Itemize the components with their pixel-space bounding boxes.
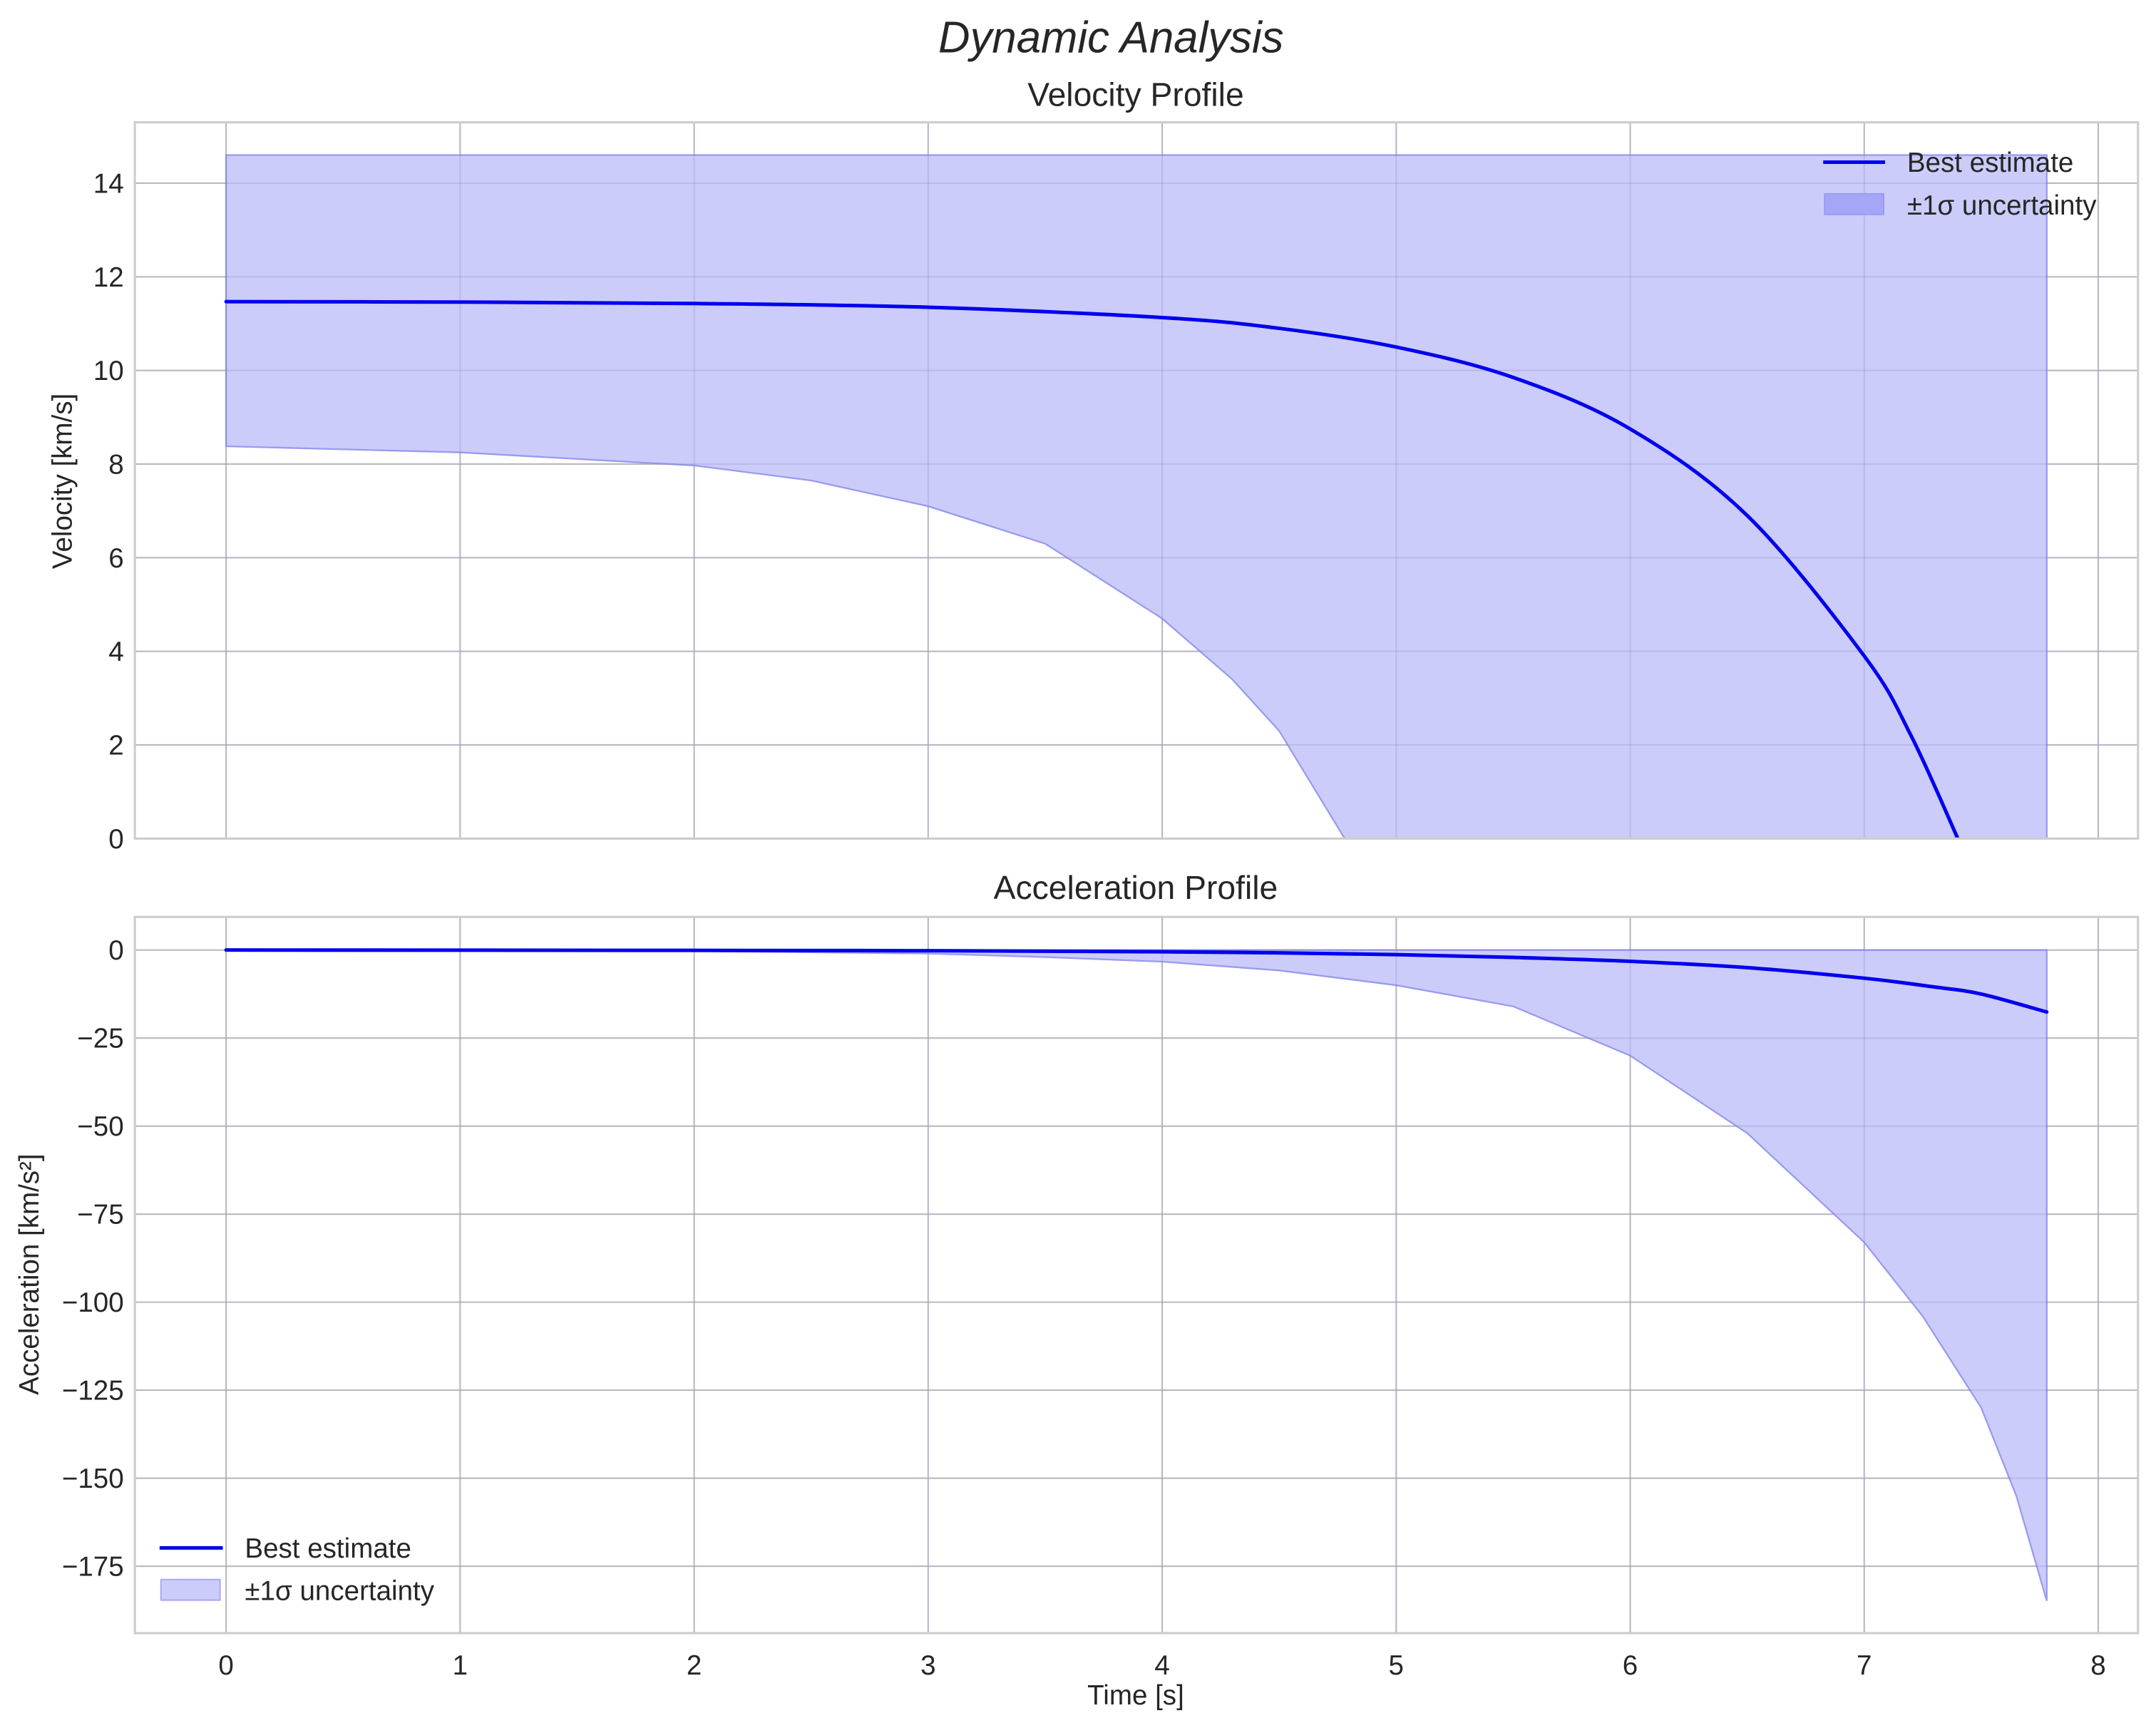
y-tick-label: 0 <box>108 824 123 855</box>
velocity-series <box>135 122 2138 839</box>
acceleration-ylabel: Acceleration [km/s²] <box>14 1153 45 1394</box>
acceleration-series <box>135 917 2138 1633</box>
y-tick-label: −75 <box>77 1200 123 1230</box>
uncertainty-band <box>226 949 2048 1601</box>
x-tick-label: 5 <box>1389 1650 1404 1681</box>
legend-band-swatch <box>1824 192 1885 215</box>
best-estimate-line <box>224 948 2049 1014</box>
y-tick-label: 6 <box>108 543 123 574</box>
x-tick-label: 7 <box>1857 1650 1872 1681</box>
acceleration-yticks: 0 −25 −50 −75 −100 −125 −150 −175 <box>62 935 124 1582</box>
velocity-title: Velocity Profile <box>1027 76 1243 113</box>
x-axis-label: Time [s] <box>1087 1680 1184 1711</box>
y-tick-label: 2 <box>108 730 123 761</box>
x-axis-ticks: 0 1 2 3 4 5 6 7 8 <box>218 1650 2105 1681</box>
y-tick-label: −100 <box>62 1287 124 1318</box>
x-tick-label: 1 <box>453 1650 468 1681</box>
y-tick-label: −175 <box>62 1552 124 1583</box>
velocity-plot: Velocity Profile 0 2 4 6 8 10 12 14 Velocity [k… <box>47 76 2140 855</box>
velocity-yticks: 0 2 4 6 8 10 12 14 <box>93 168 124 854</box>
best-estimate-line <box>224 299 1960 839</box>
y-tick-label: 10 <box>93 356 124 386</box>
y-tick-label: −125 <box>62 1376 124 1406</box>
y-tick-label: −25 <box>77 1024 123 1054</box>
legend-band-swatch <box>160 1578 221 1601</box>
x-tick-label: 6 <box>1623 1650 1638 1681</box>
acceleration-title: Acceleration Profile <box>994 869 1278 906</box>
legend-best-label: Best estimate <box>245 1533 411 1564</box>
y-tick-label: 4 <box>108 637 123 667</box>
x-tick-label: 3 <box>920 1650 935 1681</box>
figure-title: Dynamic Analysis <box>938 13 1284 62</box>
x-tick-label: 8 <box>2090 1650 2105 1681</box>
y-tick-label: 8 <box>108 449 123 480</box>
x-tick-label: 0 <box>218 1650 233 1681</box>
velocity-ylabel: Velocity [km/s] <box>47 394 78 569</box>
y-tick-label: −50 <box>77 1111 123 1142</box>
legend-band-label: ±1σ uncertainty <box>245 1576 434 1607</box>
velocity-legend: Best estimate ±1σ uncertainty <box>1823 148 2097 221</box>
legend-band-label: ±1σ uncertainty <box>1907 190 2097 221</box>
velocity-axes-frame <box>133 121 2140 840</box>
acceleration-legend: Best estimate ±1σ uncertainty <box>159 1533 435 1607</box>
acceleration-axes-frame <box>133 915 2140 1635</box>
y-tick-label: −150 <box>62 1464 124 1494</box>
x-tick-label: 2 <box>687 1650 702 1681</box>
acceleration-plot: Acceleration Profile 0 −25 −50 −75 −100 −125 −… <box>14 869 2140 1711</box>
legend-best-label: Best estimate <box>1907 148 2074 178</box>
uncertainty-band <box>225 154 2048 839</box>
y-tick-label: 0 <box>108 935 123 966</box>
y-tick-label: 12 <box>93 262 124 293</box>
y-tick-label: 14 <box>93 168 124 199</box>
x-tick-label: 4 <box>1154 1650 1169 1681</box>
